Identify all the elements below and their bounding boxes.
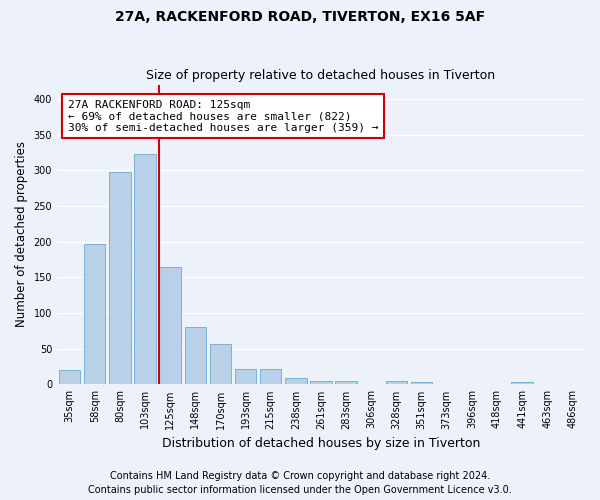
Bar [84, 244, 106, 384]
Bar [210, 344, 231, 384]
Bar [235, 368, 256, 384]
Bar [335, 381, 357, 384]
Bar [59, 370, 80, 384]
Title: Size of property relative to detached houses in Tiverton: Size of property relative to detached ho… [146, 69, 496, 82]
Text: Contains HM Land Registry data © Crown copyright and database right 2024.
Contai: Contains HM Land Registry data © Crown c… [88, 471, 512, 495]
Text: 27A, RACKENFORD ROAD, TIVERTON, EX16 5AF: 27A, RACKENFORD ROAD, TIVERTON, EX16 5AF [115, 10, 485, 24]
Y-axis label: Number of detached properties: Number of detached properties [15, 142, 28, 328]
Bar [386, 381, 407, 384]
X-axis label: Distribution of detached houses by size in Tiverton: Distribution of detached houses by size … [162, 437, 480, 450]
Bar [109, 172, 131, 384]
Text: 27A RACKENFORD ROAD: 125sqm
← 69% of detached houses are smaller (822)
30% of se: 27A RACKENFORD ROAD: 125sqm ← 69% of det… [68, 100, 378, 132]
Bar [185, 328, 206, 384]
Bar [411, 382, 432, 384]
Bar [260, 368, 281, 384]
Bar [511, 382, 533, 384]
Bar [160, 266, 181, 384]
Bar [310, 381, 332, 384]
Bar [134, 154, 156, 384]
Bar [285, 378, 307, 384]
